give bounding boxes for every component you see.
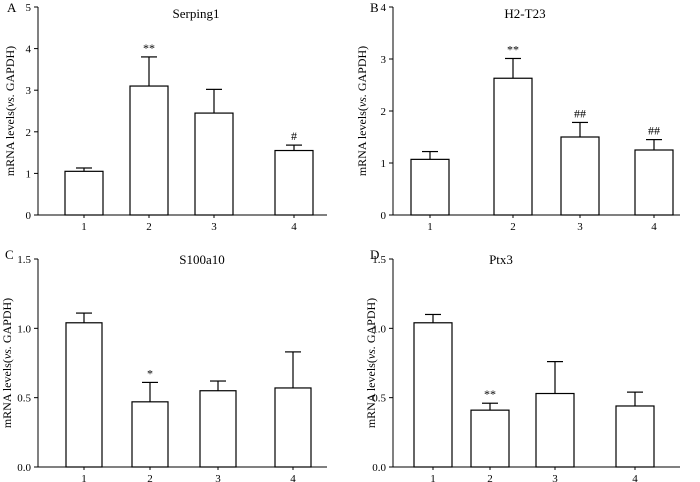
chart-title-c: S100a10 <box>179 252 225 267</box>
significance-mark-b-4: ## <box>648 124 660 138</box>
x-tick-label-b: 1 <box>427 221 433 233</box>
chart-title-a: Serping1 <box>173 6 220 21</box>
bar-a-2 <box>129 85 169 216</box>
y-axis-label-italic: vs. <box>364 346 378 359</box>
chart-panel-c: C S100a10 0.0 0.5 1.0 1.5 mRNA levels(vs. GAPD… <box>0 247 327 482</box>
y-axis-label-tail: GAPDH) <box>3 46 17 94</box>
chart-title-b: H2-T23 <box>504 6 545 21</box>
bar-a-3 <box>194 112 234 216</box>
x-tick-label-a: 4 <box>291 221 297 233</box>
significance-mark-a-4: # <box>291 129 297 143</box>
y-axis-label-text: mRNA levels( <box>355 107 369 176</box>
y-axis-label-d: mRNA levels(vs. GAPDH) <box>364 298 378 428</box>
y-axis-label-italic: vs. <box>3 94 17 107</box>
y-tick-label-d: 0.5 <box>372 393 386 405</box>
x-tick-label-d: 2 <box>487 473 493 482</box>
bar-b-2 <box>493 77 533 216</box>
x-tick-label-c: 1 <box>81 473 87 482</box>
x-tick-label-d: 4 <box>632 473 638 482</box>
panel-label-b: B <box>370 0 379 15</box>
y-tick-label-d: 1.0 <box>372 323 386 335</box>
x-tick-label-d: 1 <box>430 473 436 482</box>
bar-d-2 <box>470 409 510 468</box>
y-tick-label-d: 0.0 <box>372 462 386 474</box>
bar-b-4 <box>634 149 674 216</box>
chart-panel-b: B H2-T23 0 1 2 3 4 mRNA levels(vs. GAPDH) 1 ** 2 ##… <box>355 0 680 233</box>
y-axis-label-text: mRNA levels( <box>3 107 17 176</box>
y-tick-label-a: 0 <box>26 210 32 222</box>
significance-mark-c-2: * <box>147 366 153 380</box>
panel-label-a: A <box>7 0 17 15</box>
y-axis-label-tail: GAPDH) <box>355 46 369 94</box>
y-tick-label-b: 1 <box>381 158 387 170</box>
x-tick-label-a: 2 <box>146 221 152 233</box>
y-tick-label-c: 0.5 <box>17 393 31 405</box>
y-axis-label-b: mRNA levels(vs. GAPDH) <box>355 46 369 176</box>
y-axis-label-italic: vs. <box>0 346 14 359</box>
x-tick-label-c: 2 <box>147 473 153 482</box>
y-tick-label-b: 4 <box>381 2 387 14</box>
x-tick-label-d: 3 <box>552 473 558 482</box>
y-tick-label-b: 2 <box>381 106 387 118</box>
y-tick-label-c: 0.0 <box>17 462 31 474</box>
significance-mark-a-2: ** <box>143 41 155 55</box>
y-tick-label-a: 3 <box>26 85 32 97</box>
x-tick-label-a: 1 <box>81 221 87 233</box>
y-axis-label-tail: GAPDH) <box>364 298 378 346</box>
bar-a-4 <box>274 149 314 216</box>
chart-panel-d: D Ptx3 0.0 0.5 1.0 1.5 mRNA levels(vs. GAPDH) 1… <box>364 247 680 482</box>
bar-c-2 <box>131 401 169 468</box>
chart-title-d: Ptx3 <box>489 252 513 267</box>
y-tick-label-a: 4 <box>26 44 32 56</box>
x-tick-label-b: 4 <box>651 221 657 233</box>
y-axis-label-italic: vs. <box>355 94 369 107</box>
significance-mark-b-3: ## <box>574 106 586 120</box>
bar-d-4 <box>615 405 655 468</box>
y-tick-label-c: 1.0 <box>17 323 31 335</box>
panel-label-c: C <box>5 247 14 262</box>
x-tick-label-b: 2 <box>510 221 516 233</box>
bar-c-1 <box>65 322 103 468</box>
bar-d-1 <box>413 322 453 468</box>
chart-panel-a: A Serping1 0 1 2 3 4 5 mRNA levels(vs. GAPDH) 1 **… <box>3 0 327 233</box>
y-tick-label-a: 1 <box>26 168 32 180</box>
y-tick-label-c: 1.5 <box>17 254 31 266</box>
significance-mark-d-2: ** <box>484 387 496 401</box>
y-tick-label-a: 2 <box>26 127 32 139</box>
y-axis-label-c: mRNA levels(vs. GAPDH) <box>0 298 14 428</box>
x-tick-label-b: 3 <box>577 221 583 233</box>
bar-b-1 <box>410 158 450 216</box>
panel-label-d: D <box>370 247 379 262</box>
y-axis-label-text: mRNA levels( <box>364 359 378 428</box>
bar-a-1 <box>64 170 104 216</box>
bar-d-3 <box>535 392 575 468</box>
y-tick-label-a: 5 <box>26 2 32 14</box>
y-axis-label-tail: GAPDH) <box>0 298 14 346</box>
y-axis-label-a: mRNA levels(vs. GAPDH) <box>3 46 17 176</box>
y-tick-label-d: 1.5 <box>372 254 386 266</box>
y-tick-label-b: 0 <box>381 210 387 222</box>
bar-b-3 <box>560 136 600 216</box>
y-tick-label-b: 3 <box>381 54 387 66</box>
x-tick-label-c: 4 <box>290 473 296 482</box>
bar-c-4 <box>274 387 312 468</box>
y-axis-label-text: mRNA levels( <box>0 359 14 428</box>
significance-mark-b-2: ** <box>507 42 519 56</box>
x-tick-label-c: 3 <box>215 473 221 482</box>
bar-c-3 <box>199 390 237 468</box>
x-tick-label-a: 3 <box>211 221 217 233</box>
